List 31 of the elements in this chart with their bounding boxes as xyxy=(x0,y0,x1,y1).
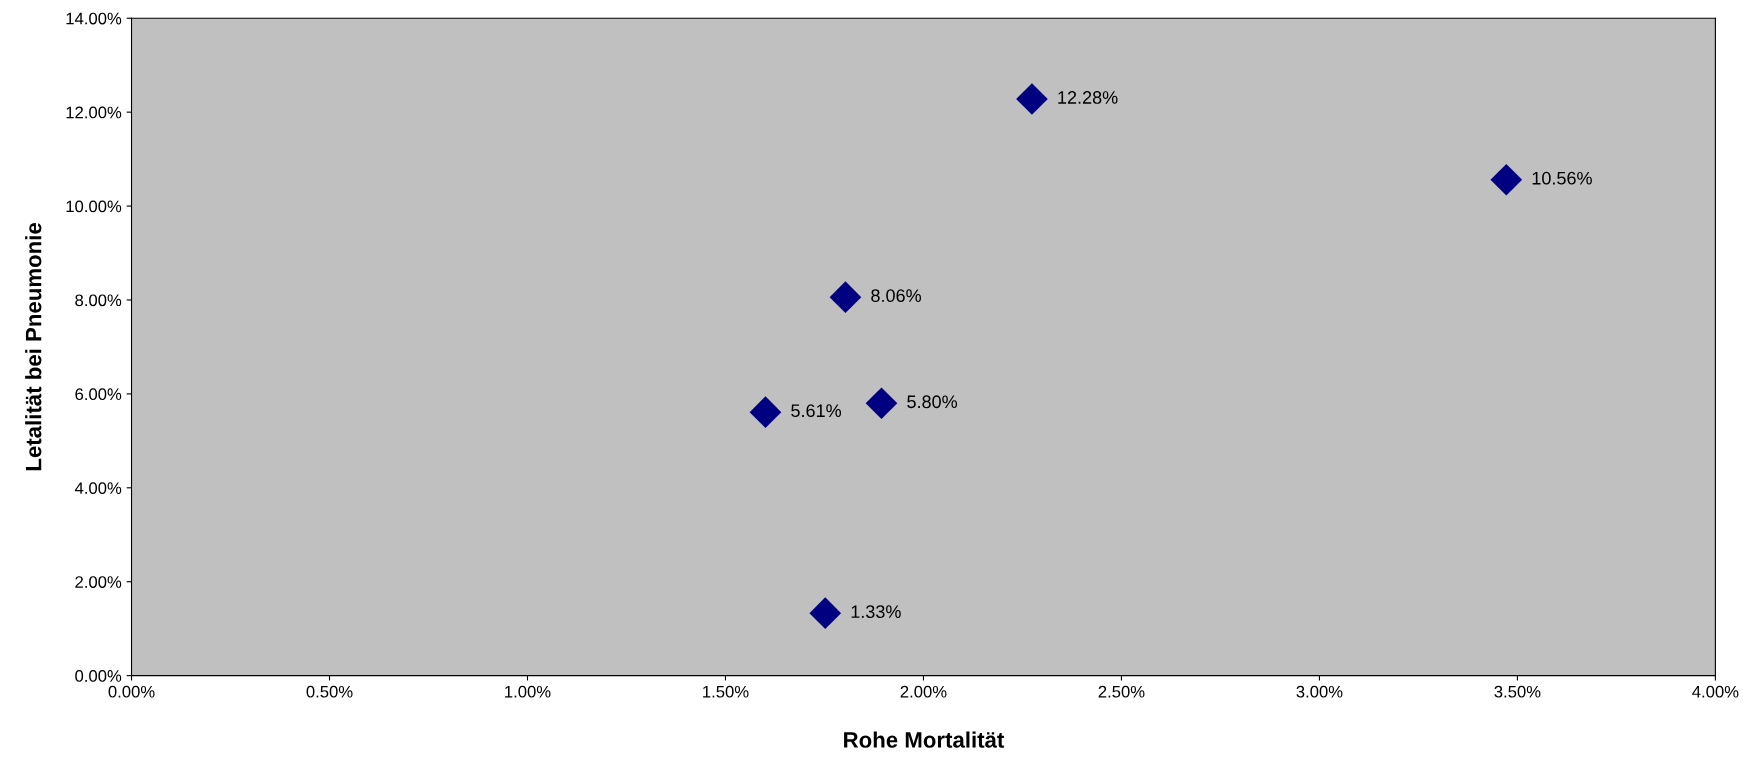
data-label: 1.33% xyxy=(851,605,901,619)
data-label: 8.06% xyxy=(871,289,922,303)
x-tick-label: 1.50% xyxy=(703,685,749,698)
data-label: 5.61% xyxy=(791,404,842,418)
x-tick-label: 3.00% xyxy=(1296,685,1343,698)
point xyxy=(865,387,898,420)
y-tick-label: 10.00% xyxy=(66,200,122,213)
point xyxy=(1016,83,1048,115)
y-tick-label: 14.00% xyxy=(66,12,122,25)
x-tick-label: 0.00% xyxy=(108,685,155,698)
y-tick-label: 4.00% xyxy=(74,482,122,495)
y-tick-label: 12.00% xyxy=(66,106,122,119)
y-tick-label: 8.00% xyxy=(75,294,122,307)
data-label: 5.80% xyxy=(907,395,958,409)
y-axis-title: Letalität bei Pneumonie xyxy=(25,222,42,471)
x-tick-label: 1.00% xyxy=(505,685,551,698)
y-tick-label: 0.00% xyxy=(75,670,122,682)
x-tick-label: 4.00% xyxy=(1692,685,1739,698)
x-tick-label: 2.50% xyxy=(1098,685,1145,698)
data-label: 10.56% xyxy=(1532,171,1592,185)
x-tick-label: 2.00% xyxy=(900,685,947,698)
point xyxy=(1490,163,1523,196)
x-tick-label: 3.50% xyxy=(1494,685,1541,698)
point xyxy=(829,281,862,313)
point xyxy=(749,396,782,429)
point xyxy=(809,597,842,630)
data-label: 12.28% xyxy=(1058,91,1118,104)
y-tick-label: 2.00% xyxy=(75,576,122,588)
x-axis-title: Rohe Mortalität xyxy=(844,731,1005,748)
x-tick-label: 0.50% xyxy=(306,685,353,698)
y-tick-label: 6.00% xyxy=(75,388,122,401)
